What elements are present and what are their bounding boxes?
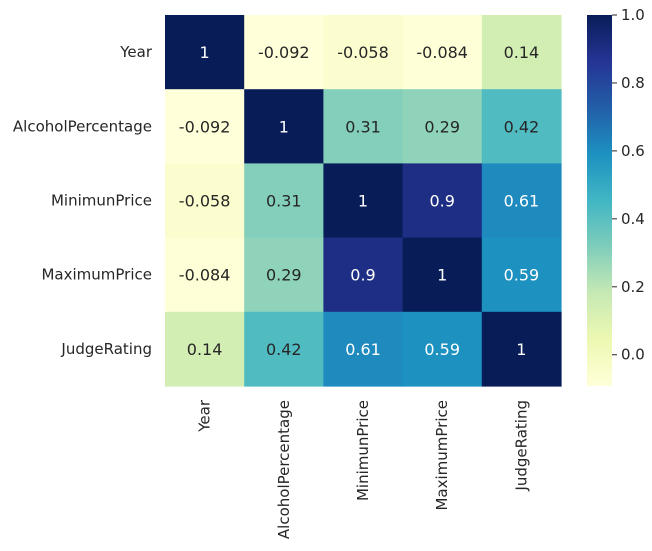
cell-annotation: 1 (279, 117, 289, 136)
cell-annotation: -0.058 (179, 192, 231, 211)
colorbar-tick-label: 1.0 (621, 6, 645, 24)
cell-annotation: 0.31 (345, 117, 381, 136)
cell-annotation: 0.61 (504, 192, 540, 211)
cell-annotation: 0.59 (424, 340, 460, 359)
heatmap-cell (165, 89, 245, 164)
colorbar-tick-label: 0.4 (621, 210, 645, 228)
heatmap-cell (481, 163, 562, 239)
cell-annotation: 0.29 (424, 117, 460, 136)
heatmap-cells: 1 -0.092 -0.058 -0.084 0.14 -0.092 1 0.31 0.29 0.… (165, 15, 562, 387)
cell-annotation: 0.9 (429, 192, 454, 211)
cell-annotation: 0.29 (266, 266, 302, 285)
cell-annotation: 0.14 (504, 43, 540, 62)
cell-annotation: 1 (437, 266, 447, 285)
cell-annotation: -0.058 (337, 43, 389, 62)
heatmap-cell (481, 89, 562, 164)
colorbar-tick-label: 0.6 (621, 142, 645, 160)
y-tick-label: Year (119, 43, 153, 61)
y-tick-labels: Year AlcoholPercentage MinimunPrice Maximum… (13, 43, 153, 358)
cell-annotation: 1 (358, 192, 368, 211)
heatmap-cell (165, 15, 245, 90)
heatmap-cell (244, 89, 324, 164)
heatmap-cell (244, 163, 324, 239)
y-tick-label: JudgeRating (60, 340, 152, 358)
heatmap-cell (323, 163, 404, 239)
x-tick-label: JudgeRating (512, 400, 530, 492)
cell-annotation: -0.084 (416, 43, 468, 62)
heatmap-cell (402, 89, 483, 164)
cell-annotation: 0.14 (187, 340, 223, 359)
colorbar-gradient (587, 15, 612, 386)
heatmap-cell (481, 237, 562, 313)
heatmap-cell (481, 15, 562, 90)
colorbar-tick-label: 0.0 (621, 346, 645, 364)
cell-annotation: -0.084 (179, 266, 231, 285)
y-tick-label: MaximumPrice (41, 266, 152, 284)
cell-annotation: 1 (516, 340, 526, 359)
heatmap-cell (402, 15, 483, 90)
cell-annotation: 0.9 (350, 266, 375, 285)
heatmap-cell (165, 163, 245, 239)
cell-annotation: -0.092 (258, 43, 310, 62)
heatmap-cell (323, 15, 404, 90)
cell-annotation: -0.092 (179, 117, 231, 136)
x-tick-labels: Year AlcoholPercentage MinimunPrice Maximum… (196, 399, 531, 539)
y-tick-label: MinimunPrice (51, 192, 152, 210)
cell-annotation: 0.31 (266, 192, 302, 211)
heatmap-cell (402, 311, 483, 387)
y-tick-label: AlcoholPercentage (13, 117, 152, 135)
colorbar-tick-label: 0.8 (621, 74, 645, 92)
cell-annotation: 0.42 (504, 117, 540, 136)
x-tick-label: AlcoholPercentage (275, 400, 293, 539)
heatmap-cell (165, 237, 245, 313)
x-tick-label: MaximumPrice (433, 400, 451, 511)
heatmap-cell (244, 237, 324, 313)
x-tick-label: MinimunPrice (354, 400, 372, 501)
x-tick-label: Year (196, 399, 214, 433)
heatmap-cell (323, 237, 404, 313)
heatmap-cell (402, 163, 483, 239)
heatmap-cell (165, 311, 245, 387)
heatmap-cell (481, 311, 562, 387)
heatmap-cell (244, 311, 324, 387)
heatmap-cell (323, 311, 404, 387)
cell-annotation: 0.42 (266, 340, 302, 359)
cell-annotation: 1 (200, 43, 210, 62)
colorbar: 0.0 0.2 0.4 0.6 0.8 1.0 (587, 6, 645, 386)
cell-annotation: 0.61 (345, 340, 381, 359)
heatmap-cell (244, 15, 324, 90)
heatmap-cell (323, 89, 404, 164)
colorbar-tick-label: 0.2 (621, 278, 645, 296)
cell-annotation: 0.59 (504, 266, 540, 285)
heatmap-cell (402, 237, 483, 313)
